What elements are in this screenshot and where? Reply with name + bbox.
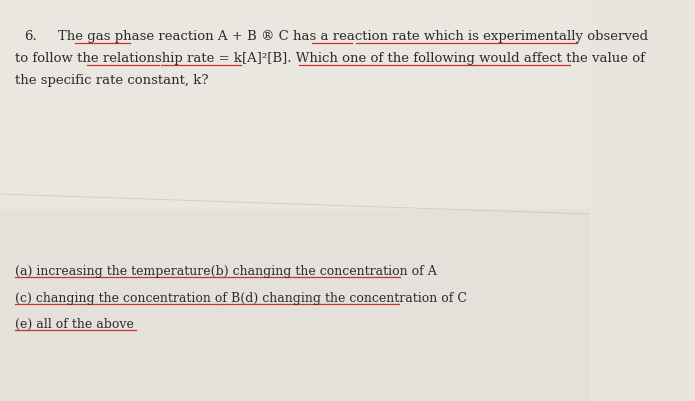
Bar: [0, 209, 589, 401]
Text: The gas phase reaction A + B ® C has a reaction rate which is experimentally obs: The gas phase reaction A + B ® C has a r…: [58, 30, 648, 43]
Text: (e) all of the above: (e) all of the above: [15, 317, 134, 330]
Text: (c) changing the concentration of B(d) changing the concentration of C: (c) changing the concentration of B(d) c…: [15, 291, 467, 304]
Text: to follow the relationship rate = k[A]²[B]. Which one of the following would aff: to follow the relationship rate = k[A]²[…: [15, 52, 645, 65]
Text: (a) increasing the temperature(b) changing the concentration of A: (a) increasing the temperature(b) changi…: [15, 264, 437, 277]
Text: 6.: 6.: [24, 30, 37, 43]
Text: the specific rate constant, k?: the specific rate constant, k?: [15, 74, 208, 87]
Bar: [0, 0, 589, 209]
